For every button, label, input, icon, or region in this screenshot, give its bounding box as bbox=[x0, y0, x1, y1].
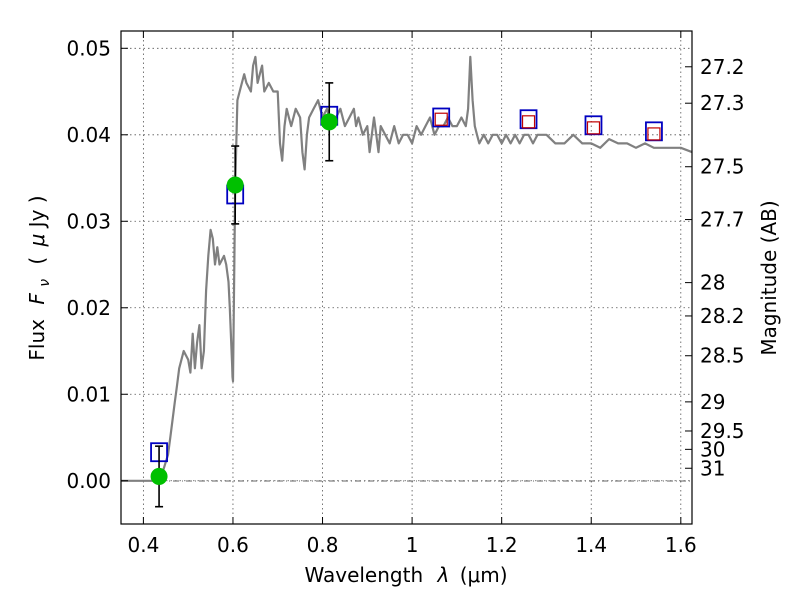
magnitude-tick-label: 27.5 bbox=[700, 155, 745, 179]
x-tick-label: 1.4 bbox=[575, 533, 607, 557]
predicted-flux-marker bbox=[434, 112, 448, 126]
x-tick-label: 1.6 bbox=[665, 533, 697, 557]
magnitude-tick-label: 28 bbox=[700, 271, 725, 295]
predicted-flux-marker bbox=[521, 115, 536, 129]
magnitude-tick-label: 29 bbox=[700, 390, 725, 414]
model-photometry-marker bbox=[432, 107, 451, 128]
observed-flux-point bbox=[320, 113, 338, 131]
x-tick-label: 0.4 bbox=[127, 533, 159, 557]
x-tick-label: 1 bbox=[406, 533, 419, 557]
x-tick-label: 0.8 bbox=[307, 533, 339, 557]
tick-labels: 0.4 0.6 0.8 1 1.2 1.4 1.6 0.00 0.01 0.02 0.03 0.04 0… bbox=[66, 36, 744, 557]
magnitude-tick-label: 27.2 bbox=[700, 55, 745, 79]
y-tick-label: 0.04 bbox=[66, 123, 111, 147]
predicted-flux-marker bbox=[647, 127, 661, 141]
x-tick-label: 1.2 bbox=[486, 533, 518, 557]
plot-frame bbox=[120, 30, 693, 525]
magnitude-tick-label: 30 bbox=[700, 437, 725, 461]
grid-lines bbox=[121, 31, 692, 524]
magnitude-tick-label: 31 bbox=[700, 456, 725, 480]
y-tick-label: 0.00 bbox=[66, 469, 111, 493]
y-tick-label: 0.03 bbox=[66, 209, 111, 233]
tick-marks bbox=[121, 31, 692, 524]
spectrum-layer bbox=[121, 55, 692, 482]
y-tick-label: 0.05 bbox=[66, 36, 111, 60]
x-tick-label: 0.6 bbox=[217, 533, 249, 557]
magnitude-tick-label: 29.5 bbox=[700, 419, 745, 443]
observed-flux-point bbox=[226, 176, 244, 194]
magnitude-tick-label: 28.2 bbox=[700, 304, 745, 328]
y-tick-label: 0.01 bbox=[66, 382, 111, 406]
predicted-flux-marker bbox=[586, 121, 601, 135]
magnitude-tick-label: 27.7 bbox=[700, 208, 745, 232]
y-tick-label: 0.02 bbox=[66, 296, 111, 320]
y2-axis-title: Magnitude (AB) bbox=[757, 200, 781, 355]
magnitude-tick-label: 28.5 bbox=[700, 344, 745, 368]
observed-flux-point bbox=[150, 467, 168, 485]
magnitude-tick-label: 27.3 bbox=[700, 91, 745, 115]
x-axis-title: Wavelength λ (μm) bbox=[304, 563, 507, 587]
marker-layer bbox=[150, 82, 663, 508]
spectrum-line bbox=[121, 55, 692, 482]
y-axis-title: Flux F ν ( μ Jy ) bbox=[25, 195, 54, 360]
